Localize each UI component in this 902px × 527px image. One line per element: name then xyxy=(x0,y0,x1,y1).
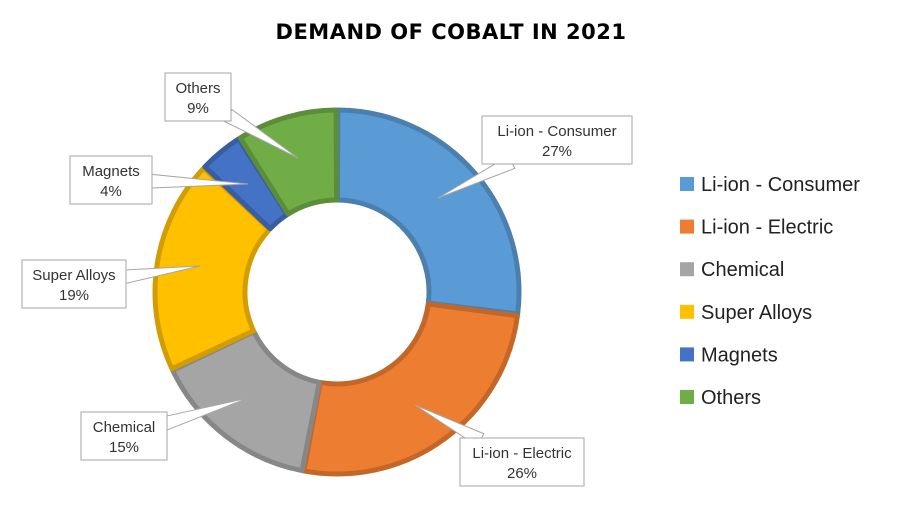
legend-label: Li-ion - Consumer xyxy=(701,174,860,196)
legend-item-chemical: Chemical xyxy=(680,259,784,281)
data-label-value: 9% xyxy=(187,100,209,117)
data-label-box xyxy=(481,115,633,165)
data-label-li-ion-electric: Li-ion - Electric 26% xyxy=(459,437,585,487)
legend-item-others: Others xyxy=(680,387,761,409)
legend-swatch xyxy=(680,347,694,362)
legend-swatch xyxy=(680,304,694,319)
data-label-value: 27% xyxy=(542,143,572,160)
data-label-category: Others xyxy=(175,80,220,97)
data-label-value: 15% xyxy=(109,439,139,456)
legend-swatch xyxy=(680,219,694,234)
data-label-value: 19% xyxy=(59,287,89,304)
data-label-others: Others 9% xyxy=(164,72,232,122)
chart-title: DEMAND OF COBALT IN 2021 xyxy=(275,20,627,44)
legend-label: Chemical xyxy=(701,259,784,281)
data-label-chemical: Chemical 15% xyxy=(80,411,168,461)
legend-label: Magnets xyxy=(701,344,778,366)
legend-item-magnets: Magnets xyxy=(680,344,778,366)
data-label-category: Magnets xyxy=(82,163,140,180)
legend-item-super-alloys: Super Alloys xyxy=(680,302,812,324)
slice-super-alloys xyxy=(152,165,273,372)
data-label-category: Chemical xyxy=(93,419,156,436)
data-label-value: 4% xyxy=(100,183,122,200)
data-label-category: Super Alloys xyxy=(32,267,115,284)
data-label-box xyxy=(69,155,153,205)
legend-label: Li-ion - Electric xyxy=(701,217,833,239)
data-label-category: Li-ion - Consumer xyxy=(497,123,616,140)
data-label-box xyxy=(80,411,168,461)
legend-label: Super Alloys xyxy=(701,302,812,324)
legend-item-li-ion-consumer: Li-ion - Consumer xyxy=(680,174,860,196)
slice-li-ion-electric xyxy=(301,301,520,477)
data-label-li-ion-consumer: Li-ion - Consumer 27% xyxy=(481,115,633,165)
legend-label: Others xyxy=(701,387,761,409)
slice-chemical xyxy=(170,329,322,474)
data-label-box xyxy=(21,259,127,309)
data-label-value: 26% xyxy=(507,465,537,482)
data-label-category: Li-ion - Electric xyxy=(472,445,572,462)
slice-li-ion-consumer xyxy=(334,107,522,317)
data-label-magnets: Magnets 4% xyxy=(69,155,153,205)
data-label-box xyxy=(164,72,232,122)
data-label-super-alloys: Super Alloys 19% xyxy=(21,259,127,309)
data-label-box xyxy=(459,437,585,487)
legend-swatch xyxy=(680,262,694,277)
legend-swatch xyxy=(680,390,694,404)
legend-item-li-ion-electric: Li-ion - Electric xyxy=(680,217,833,239)
legend-swatch xyxy=(680,177,694,191)
